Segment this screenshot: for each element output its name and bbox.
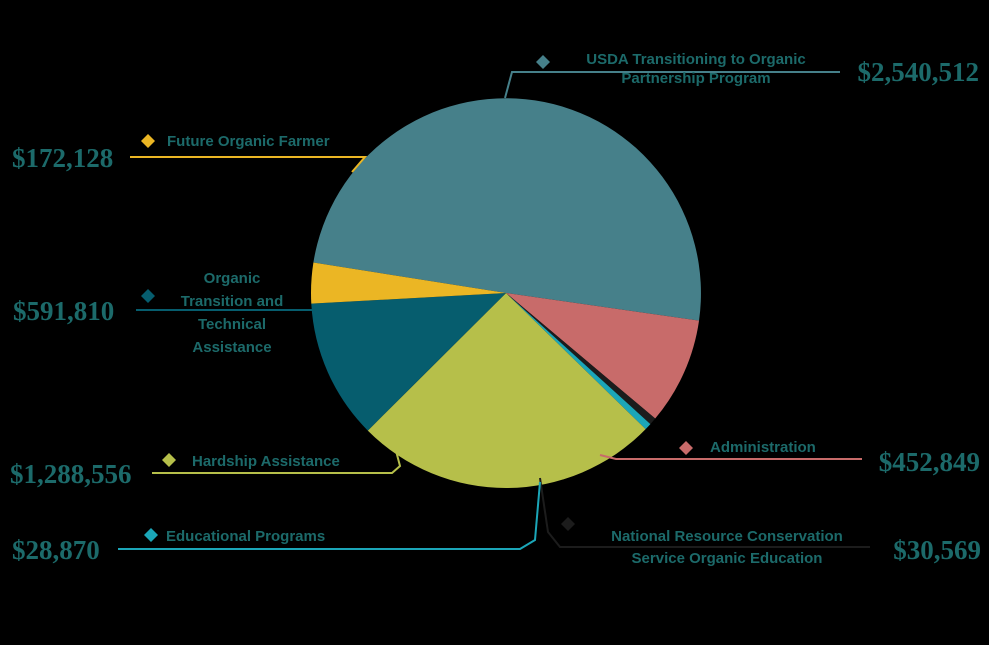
- slice-label-line: Transition and: [181, 293, 284, 310]
- legend-marker-national-resource-conservation-service-organic-education: [561, 517, 575, 531]
- slice-label-line: Educational Programs: [166, 528, 325, 545]
- slice-label-usda-transitioning-to-organic-partnership-program: USDA Transitioning to Organic Partnership…: [586, 51, 805, 87]
- pie-slice-organic-transition-and-technical-assistance: [311, 293, 506, 431]
- slice-label-future-organic-farmer: Future Organic Farmer: [167, 133, 330, 150]
- slice-label-line: Organic: [204, 270, 261, 287]
- slice-label-line: USDA Transitioning to Organic: [586, 51, 805, 68]
- legend-markers: [141, 55, 693, 542]
- slice-label-line: Partnership Program: [621, 70, 770, 87]
- pie-slice-usda-transitioning-to-organic-partnership-program: [313, 98, 701, 321]
- slice-label-educational-programs: Educational Programs: [166, 528, 325, 545]
- slice-label-hardship-assistance: Hardship Assistance: [192, 453, 340, 470]
- callout-line-future-organic-farmer: [130, 156, 368, 173]
- pie-slice-national-resource-conservation-service-organic-education: [506, 293, 656, 425]
- slice-label-line: Assistance: [192, 339, 271, 356]
- callout-line-usda-transitioning-to-organic-partnership-program: [504, 71, 840, 99]
- slice-label-line: Administration: [710, 439, 816, 456]
- slice-label-line: National Resource Conservation: [611, 528, 843, 545]
- slice-labels: USDA Transitioning to Organic Partnership…: [166, 51, 843, 567]
- legend-marker-future-organic-farmer: [141, 134, 155, 148]
- callout-line-hardship-assistance: [152, 446, 402, 474]
- legend-marker-usda-transitioning-to-organic-partnership-program: [536, 55, 550, 69]
- slice-label-line: Technical: [198, 316, 266, 333]
- value-label-usda-transitioning-to-organic-partnership-program: $2,540,512: [858, 57, 980, 87]
- legend-marker-hardship-assistance: [162, 453, 176, 467]
- pie-slice-administration: [506, 293, 700, 419]
- pie-slice-hardship-assistance: [367, 293, 646, 489]
- value-label-future-organic-farmer: $172,128: [12, 143, 113, 173]
- legend-marker-administration: [679, 441, 693, 455]
- legend-marker-educational-programs: [144, 528, 158, 542]
- slice-label-administration: Administration: [710, 439, 816, 456]
- legend-marker-organic-transition-and-technical-assistance: [141, 289, 155, 303]
- value-label-hardship-assistance: $1,288,556: [10, 459, 132, 489]
- callout-line-national-resource-conservation-service-organic-education: [539, 477, 870, 548]
- callout-lines: [118, 71, 870, 550]
- pie-slices: [310, 98, 701, 489]
- value-label-organic-transition-and-technical-assistance: $591,810: [13, 296, 114, 326]
- value-labels: $2,540,512 $452,849 $30,569 $28,870 $1,288,5…: [10, 57, 981, 565]
- value-label-educational-programs: $28,870: [12, 535, 100, 565]
- slice-label-line: Service Organic Education: [632, 550, 823, 567]
- slice-label-organic-transition-and-technical-assistance: Organic Transition and Technical Assistance: [181, 270, 284, 356]
- value-label-national-resource-conservation-service-organic-education: $30,569: [893, 535, 981, 565]
- slice-label-line: Future Organic Farmer: [167, 133, 330, 150]
- slice-label-line: Hardship Assistance: [192, 453, 340, 470]
- callout-line-educational-programs: [118, 481, 541, 550]
- slice-label-national-resource-conservation-service-organic-education: National Resource Conservation Service Or…: [611, 528, 843, 567]
- pie-slice-future-organic-farmer: [310, 262, 506, 304]
- pie-slice-educational-programs: [506, 293, 651, 430]
- value-label-administration: $452,849: [879, 447, 980, 477]
- callout-line-administration: [599, 454, 862, 460]
